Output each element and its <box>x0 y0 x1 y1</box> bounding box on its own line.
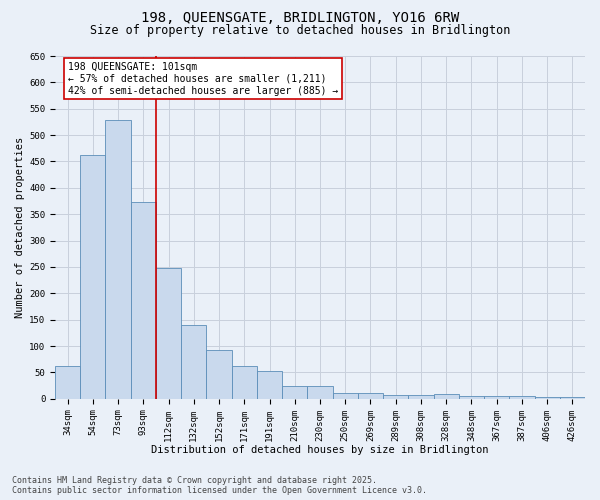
Bar <box>459 396 484 399</box>
Bar <box>206 350 232 399</box>
Bar <box>509 396 535 399</box>
Bar <box>409 394 434 399</box>
Bar <box>156 268 181 399</box>
Bar <box>106 120 131 399</box>
Bar <box>181 325 206 399</box>
Bar <box>282 386 307 399</box>
Bar <box>80 154 106 399</box>
Text: 198, QUEENSGATE, BRIDLINGTON, YO16 6RW: 198, QUEENSGATE, BRIDLINGTON, YO16 6RW <box>141 12 459 26</box>
Bar <box>358 393 383 399</box>
Text: Contains HM Land Registry data © Crown copyright and database right 2025.
Contai: Contains HM Land Registry data © Crown c… <box>12 476 427 495</box>
X-axis label: Distribution of detached houses by size in Bridlington: Distribution of detached houses by size … <box>151 445 489 455</box>
Bar <box>434 394 459 399</box>
Bar <box>55 366 80 399</box>
Bar <box>535 398 560 399</box>
Bar <box>131 202 156 399</box>
Text: 198 QUEENSGATE: 101sqm
← 57% of detached houses are smaller (1,211)
42% of semi-: 198 QUEENSGATE: 101sqm ← 57% of detached… <box>68 62 338 96</box>
Y-axis label: Number of detached properties: Number of detached properties <box>15 137 25 318</box>
Bar <box>383 395 409 399</box>
Bar <box>257 371 282 399</box>
Bar <box>307 386 332 399</box>
Text: Size of property relative to detached houses in Bridlington: Size of property relative to detached ho… <box>90 24 510 37</box>
Bar <box>484 396 509 399</box>
Bar <box>232 366 257 399</box>
Bar <box>332 393 358 399</box>
Bar <box>560 398 585 399</box>
